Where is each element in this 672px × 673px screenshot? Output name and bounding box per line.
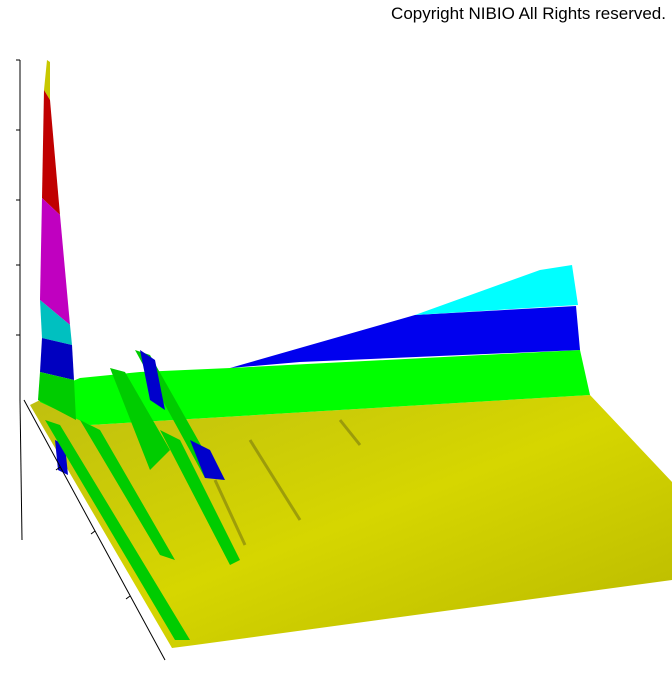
floor-surface (30, 395, 672, 648)
copyright: Copyright NIBIO All Rights reserved. (391, 4, 666, 23)
ridge-shadows (213, 419, 362, 546)
axes (16, 59, 166, 661)
peak-blue (40, 338, 74, 380)
blue-band (230, 306, 580, 368)
peak-green (38, 372, 76, 420)
peak-red (42, 90, 60, 215)
cyan-band (415, 265, 578, 315)
peak-yellow (44, 60, 50, 100)
ridges (45, 350, 240, 640)
peak-cyan (40, 300, 72, 345)
peak-magenta (40, 198, 70, 325)
